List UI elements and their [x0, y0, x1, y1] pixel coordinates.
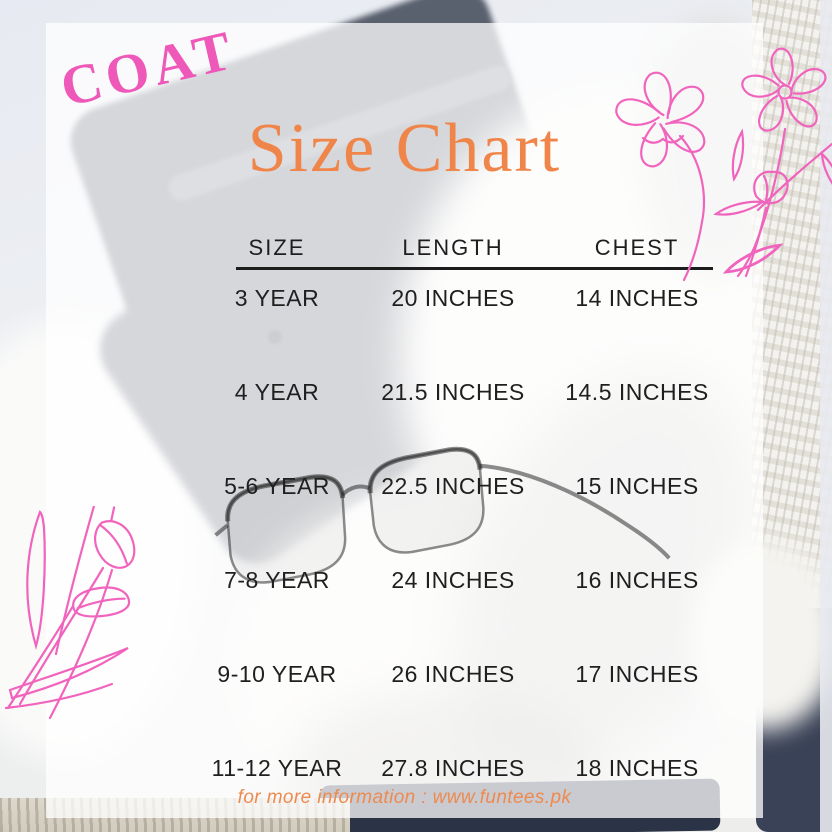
table-cell: 17 INCHES [575, 660, 699, 687]
header-divider-line [236, 267, 713, 270]
photo-edge-strip [820, 0, 832, 832]
column-header-length: LENGTH [402, 235, 504, 260]
flowers-top-right-icon [615, 47, 832, 282]
table-row: 9-10 YEAR 26 INCHES 17 INCHES [206, 627, 716, 721]
table-cell: 16 INCHES [575, 566, 699, 593]
column-header-size: SIZE [248, 235, 306, 260]
page-title: Size Chart [247, 110, 562, 187]
table-cell: 15 INCHES [575, 472, 699, 499]
table-row: 7-8 YEAR 24 INCHES 16 INCHES [206, 533, 716, 627]
table-cell: 14.5 INCHES [565, 378, 709, 405]
table-cell: 24 INCHES [391, 566, 515, 593]
size-table-body: 3 YEAR 20 INCHES 14 INCHES 4 YEAR 21.5 INCHE… [206, 251, 716, 815]
table-cell: 26 INCHES [391, 660, 515, 687]
table-row: 5-6 YEAR 22.5 INCHES 15 INCHES [206, 439, 716, 533]
table-cell: 21.5 INCHES [381, 378, 525, 405]
table-row: 4 YEAR 21.5 INCHES 14.5 INCHES [206, 345, 716, 439]
tulips-bottom-left-icon [4, 506, 136, 720]
eyeglasses-icon [214, 446, 671, 584]
table-row: 11-12 YEAR 27.8 INCHES 18 INCHES [206, 721, 716, 815]
table-cell: 20 INCHES [391, 284, 515, 311]
table-cell: 7-8 YEAR [224, 566, 330, 593]
table-cell: 4 YEAR [234, 378, 320, 405]
table-row: 3 YEAR 20 INCHES 14 INCHES [206, 251, 716, 345]
table-header-row: SIZE LENGTH CHEST [206, 235, 716, 261]
table-cell: 11-12 YEAR [211, 754, 343, 781]
table-cell: 14 INCHES [575, 284, 699, 311]
table-cell: 18 INCHES [575, 754, 699, 781]
table-cell: 9-10 YEAR [217, 660, 337, 687]
category-label: COAT [55, 18, 243, 120]
size-chart-card: COAT Size Chart SIZE LENGTH CHEST 3 YEAR… [46, 19, 763, 818]
footer-note: for more information : www.funtees.pk [237, 787, 572, 808]
table-cell: 22.5 INCHES [381, 472, 525, 499]
table-cell: 5-6 YEAR [224, 472, 330, 499]
card-overlay [46, 23, 763, 818]
table-cell: 3 YEAR [234, 284, 320, 311]
table-cell: 27.8 INCHES [381, 754, 525, 781]
column-header-chest: CHEST [594, 235, 680, 260]
